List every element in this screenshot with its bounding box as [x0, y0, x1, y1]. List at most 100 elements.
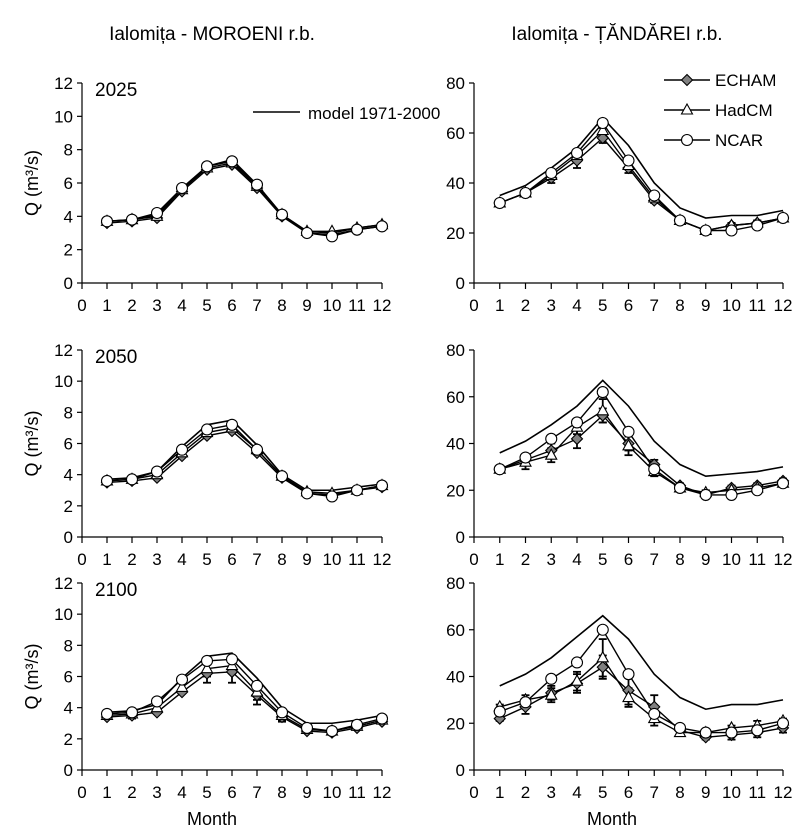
data-point-NCAR	[519, 696, 532, 709]
data-point-NCAR	[725, 224, 738, 237]
legend-marker-ECHAM	[680, 73, 694, 87]
y-tick-label: 2	[64, 497, 73, 516]
x-tick-label: 5	[202, 296, 211, 315]
data-point-NCAR	[751, 724, 764, 737]
column-title-left: Ialomița - MOROENI r.b.	[109, 24, 315, 45]
data-point-NCAR	[596, 116, 609, 130]
data-point-NCAR	[622, 668, 635, 681]
data-point-NCAR	[275, 208, 289, 221]
data-point-NCAR	[622, 154, 635, 167]
data-point-NCAR	[519, 451, 532, 464]
series-line-0	[499, 614, 784, 711]
data-point-HadCM	[596, 650, 610, 663]
x-tick-label: 5	[598, 296, 607, 315]
legend-model: model 1971-2000	[253, 104, 440, 123]
x-tick-label: 9	[302, 550, 311, 569]
x-tick-label: 0	[469, 296, 478, 315]
data-point-NCAR	[545, 672, 558, 685]
y-tick-label: 8	[64, 141, 73, 160]
y-tick-label: 8	[64, 403, 73, 422]
data-point-ECHAM	[596, 660, 610, 674]
data-point-NCAR	[751, 484, 764, 497]
y-tick-label: 20	[446, 224, 465, 243]
x-tick-label: 0	[469, 550, 478, 569]
y-tick-label: 0	[64, 761, 73, 780]
x-tick-label: 9	[302, 783, 311, 802]
y-tick-label: 8	[64, 636, 73, 655]
data-point-NCAR	[493, 463, 506, 476]
x-tick-label: 11	[748, 550, 766, 569]
y-tick-label: 80	[446, 341, 465, 360]
x-tick-label: 2	[127, 296, 136, 315]
series-line-1	[106, 671, 383, 734]
y-tick-label: 10	[54, 372, 73, 391]
x-tick-label: 7	[252, 550, 261, 569]
x-tick-label: 0	[77, 783, 86, 802]
panel-year-label: 2050	[95, 347, 137, 368]
data-point-NCAR	[100, 215, 114, 228]
y-tick-label: 40	[446, 174, 465, 193]
data-point-NCAR	[375, 479, 389, 492]
data-point-NCAR	[300, 487, 314, 500]
x-axis-label-left: Month	[187, 809, 237, 829]
x-axis-label-right: Month	[587, 809, 637, 829]
x-tick-label: 1	[495, 296, 504, 315]
data-point-NCAR	[350, 718, 364, 731]
data-point-NCAR	[125, 473, 139, 486]
x-tick-label: 4	[572, 783, 581, 802]
x-tick-label: 2	[127, 783, 136, 802]
data-point-NCAR	[545, 166, 558, 180]
y-tick-label: 2	[64, 730, 73, 749]
y-tick-label: 0	[64, 274, 73, 293]
x-tick-label: 3	[547, 783, 556, 802]
legend-label: ECHAM	[715, 71, 776, 90]
x-tick-label: 4	[177, 783, 186, 802]
y-tick-label: 6	[64, 174, 73, 193]
series-line-3	[499, 628, 784, 734]
x-tick-label: 11	[348, 550, 366, 569]
y-axis-label: Q (m³/s)	[22, 150, 42, 216]
x-tick-label: 6	[227, 783, 236, 802]
data-point-NCAR	[725, 488, 738, 501]
y-tick-label: 40	[446, 435, 465, 454]
x-tick-label: 4	[572, 550, 581, 569]
x-tick-label: 2	[127, 550, 136, 569]
data-point-NCAR	[519, 186, 532, 200]
x-tick-label: 10	[722, 783, 741, 802]
y-tick-label: 0	[64, 528, 73, 547]
x-tick-label: 6	[624, 783, 633, 802]
y-tick-label: 40	[446, 668, 465, 687]
y-axis-label: Q (m³/s)	[22, 411, 42, 477]
x-tick-label: 11	[748, 296, 766, 315]
panel-year-label: 2100	[95, 580, 137, 601]
data-point-NCAR	[225, 155, 239, 168]
x-tick-label: 10	[722, 296, 741, 315]
x-tick-label: 9	[701, 550, 710, 569]
x-tick-label: 6	[624, 296, 633, 315]
data-point-NCAR	[325, 724, 339, 738]
x-tick-label: 9	[701, 783, 710, 802]
x-tick-label: 8	[675, 296, 684, 315]
data-point-NCAR	[250, 178, 264, 191]
data-point-NCAR	[545, 432, 558, 445]
data-point-NCAR	[175, 443, 189, 456]
y-tick-label: 20	[446, 714, 465, 733]
series-line-0	[106, 158, 383, 234]
x-tick-label: 5	[202, 550, 211, 569]
data-point-NCAR	[200, 423, 214, 436]
series-line-3	[499, 390, 784, 496]
x-tick-label: 2	[521, 296, 530, 315]
data-point-NCAR	[673, 721, 687, 734]
series-line-1	[499, 414, 784, 496]
y-tick-label: 12	[54, 574, 73, 593]
x-tick-label: 4	[177, 550, 186, 569]
x-tick-label: 12	[373, 550, 392, 569]
x-tick-label: 3	[547, 550, 556, 569]
y-tick-label: 6	[64, 668, 73, 687]
data-point-NCAR	[375, 220, 389, 233]
y-tick-label: 0	[456, 761, 465, 780]
